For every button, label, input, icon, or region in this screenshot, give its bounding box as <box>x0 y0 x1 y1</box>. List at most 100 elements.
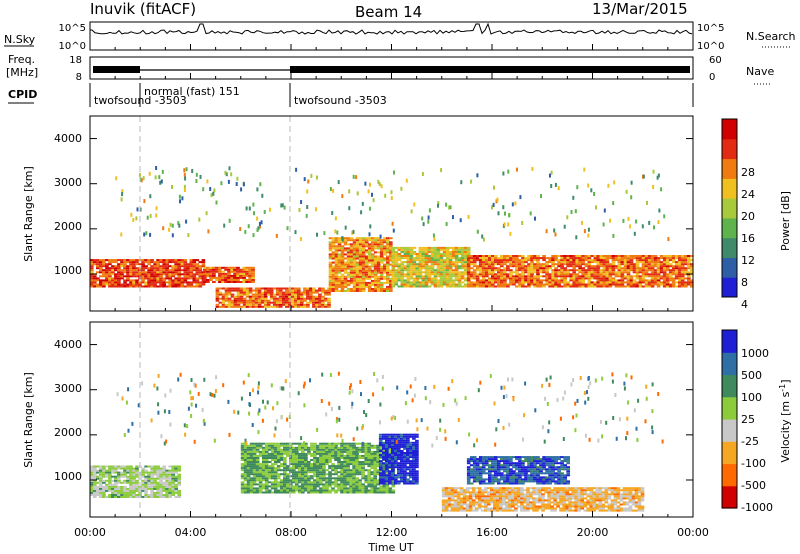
power-cbar-label: Power [dB] <box>779 191 792 251</box>
heatmap-cell <box>132 481 136 484</box>
heatmap-cell <box>352 489 356 492</box>
heatmap-cell <box>264 442 269 445</box>
heatmap-cell <box>620 261 625 264</box>
heatmap-cell <box>430 253 435 255</box>
heatmap-cell <box>635 265 640 268</box>
heatmap-cell <box>614 255 619 257</box>
heatmap-cell <box>294 305 298 308</box>
heatmap-cell <box>638 285 643 288</box>
heatmap-cell <box>249 477 254 480</box>
heatmap-cell <box>665 267 670 270</box>
heatmap-cell <box>246 475 251 478</box>
heatmap-cell <box>249 461 254 463</box>
heatmap-cell <box>391 257 396 260</box>
heatmap-cell <box>383 237 387 240</box>
heatmap-cell <box>135 467 139 470</box>
heatmap-cell <box>466 273 471 276</box>
heatmap-cell <box>436 265 441 268</box>
heatmap-cell <box>521 273 525 276</box>
heatmap-cell <box>620 257 625 260</box>
heatmap-cell <box>198 267 203 270</box>
heatmap-cell <box>457 277 462 280</box>
heatmap-cell <box>319 465 323 468</box>
heatmap-cell <box>391 263 396 266</box>
heatmap-cell <box>132 273 136 276</box>
heatmap-cell <box>203 266 207 269</box>
heatmap-cell <box>129 285 133 288</box>
heatmap-cell <box>394 445 398 448</box>
heatmap-cell <box>301 461 305 463</box>
heatmap-cell <box>378 460 383 463</box>
heatmap-cell <box>644 275 649 278</box>
heatmap-cell <box>93 259 97 262</box>
heatmap-cell <box>117 265 121 268</box>
heatmap-cell <box>406 255 411 257</box>
heatmap-cell <box>227 293 232 296</box>
heatmap-cell <box>656 175 659 180</box>
heatmap-cell <box>439 257 444 260</box>
heatmap-cell <box>117 269 121 272</box>
heatmap-cell <box>126 261 130 264</box>
heatmap-cell <box>334 257 339 260</box>
heatmap-cell <box>530 277 534 280</box>
heatmap-cell <box>282 299 286 302</box>
heatmap-cell <box>671 259 676 262</box>
heatmap-cell <box>343 243 348 246</box>
heatmap-cell <box>421 248 426 251</box>
heatmap-cell <box>361 201 364 206</box>
heatmap-cell <box>436 269 441 272</box>
heatmap-cell <box>412 285 417 288</box>
heatmap-cell <box>283 491 287 494</box>
heatmap-cell <box>279 485 284 488</box>
heatmap-cell <box>383 281 387 284</box>
heatmap-cell <box>370 249 375 252</box>
heatmap-cell <box>261 485 266 488</box>
heatmap-cell <box>159 469 163 472</box>
heatmap-cell <box>530 283 534 286</box>
heatmap-cell <box>343 271 348 274</box>
heatmap-cell <box>373 257 378 260</box>
heatmap-cell <box>599 261 604 264</box>
heatmap-cell <box>162 285 167 288</box>
heatmap-cell <box>370 450 375 453</box>
heatmap-cell <box>192 267 197 270</box>
heatmap-cell <box>300 295 304 298</box>
heatmap-cell <box>233 270 237 273</box>
heatmap-cell <box>144 494 148 496</box>
heatmap-cell <box>126 283 130 286</box>
heatmap-cell <box>373 471 378 474</box>
heatmap-cell <box>307 448 311 451</box>
heatmap-cell <box>162 261 167 264</box>
heatmap-cell <box>620 273 625 276</box>
heatmap-cell <box>183 172 186 177</box>
heatmap-cell <box>406 263 411 266</box>
heatmap-cell <box>159 471 163 474</box>
heatmap-cell <box>233 305 238 308</box>
heatmap-cell <box>460 255 465 257</box>
heatmap-cell <box>276 477 281 480</box>
heatmap-cell <box>316 463 320 466</box>
heatmap-cell <box>189 271 194 274</box>
heatmap-cell <box>343 261 348 264</box>
heatmap-cell <box>257 289 262 292</box>
heatmap-cell <box>270 471 275 474</box>
heatmap-cell <box>485 283 489 286</box>
heatmap-cell <box>518 275 522 278</box>
heatmap-cell <box>233 299 238 302</box>
heatmap-cell <box>203 279 207 281</box>
heatmap-cell <box>162 467 167 470</box>
heatmap-cell <box>261 461 266 463</box>
heatmap-cell <box>301 485 305 488</box>
heatmap-cell <box>313 467 317 470</box>
heatmap-cell <box>349 267 354 270</box>
heatmap-cell <box>177 477 182 480</box>
heatmap-cell <box>126 279 130 282</box>
heatmap-cell <box>160 179 163 184</box>
heatmap-cell <box>412 253 417 255</box>
heatmap-cell <box>263 299 268 302</box>
heatmap-cell <box>469 285 474 288</box>
heatmap-cell <box>368 232 371 237</box>
heatmap-cell <box>352 243 357 246</box>
heatmap-cell <box>647 275 652 278</box>
heatmap-cell <box>295 483 299 486</box>
